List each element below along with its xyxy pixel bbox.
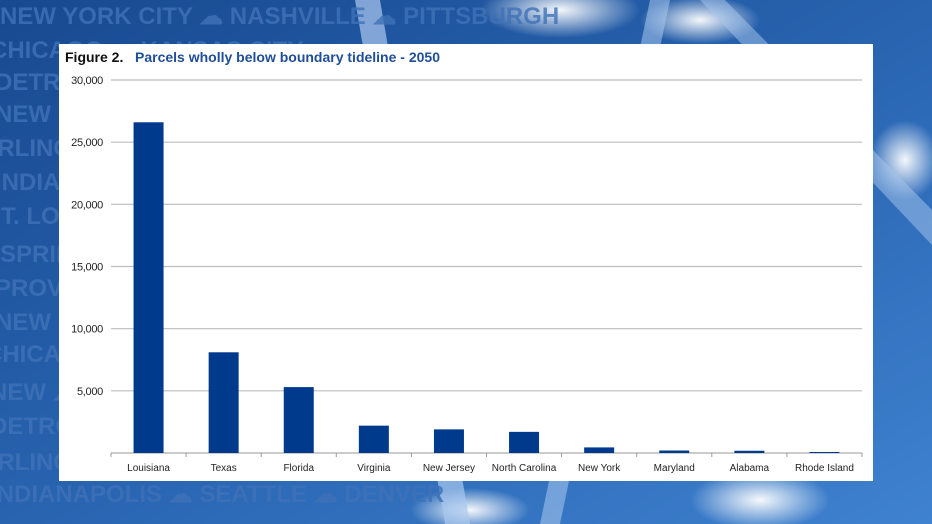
bar-new-jersey [433, 429, 464, 453]
background-word-row: NEW YORK CITY ☁ NASHVILLE ☁ PITTSBURGH [0, 3, 559, 30]
category-label: Texas [211, 463, 237, 474]
bar-north-carolina [509, 431, 540, 453]
bars [133, 122, 840, 454]
y-tick-label: 5,000 [77, 386, 103, 398]
category-label: Maryland [654, 463, 695, 474]
background-word-row: INDIANAPOLIS ☁ SEATTLE ☁ DENVER [0, 481, 444, 508]
bar-alabama [734, 450, 765, 453]
y-tick-label: 10,000 [71, 324, 103, 336]
chart-title: Parcels wholly below boundary tideline -… [135, 49, 440, 65]
gridlines [111, 79, 862, 392]
bar-maryland [659, 450, 690, 453]
bar-louisiana [133, 122, 164, 454]
category-label: Louisiana [127, 463, 170, 474]
bar-chart: Figure 2. Parcels wholly below boundary … [65, 49, 863, 474]
category-labels: Louisiana Texas Florida Virginia New Jersey N… [127, 463, 854, 474]
chart-panel: Figure 2. Parcels wholly below boundary … [59, 44, 873, 481]
category-label: Rhode Island [795, 463, 854, 474]
y-tick-label: 30,000 [71, 75, 103, 87]
category-label: Florida [283, 463, 314, 474]
y-tick-label: 20,000 [71, 199, 103, 211]
bar-virginia [358, 425, 389, 453]
category-label: Virginia [357, 463, 391, 474]
bar-new-york [584, 447, 615, 453]
y-axis-ticks: 5,000 10,000 15,000 20,000 25,000 30,000 [71, 75, 103, 398]
background-word-row: NEW [0, 101, 51, 128]
x-axis [110, 452, 863, 457]
background-word-row: NEW [0, 309, 51, 336]
y-tick-label: 15,000 [71, 262, 103, 274]
category-label: Alabama [730, 463, 770, 474]
category-label: New York [578, 463, 621, 474]
bar-texas [208, 352, 239, 453]
figure-label: Figure 2. [65, 49, 123, 65]
category-label: New Jersey [423, 463, 475, 474]
bar-florida [283, 387, 314, 453]
category-label: North Carolina [492, 463, 557, 474]
bar-rhode-island [809, 452, 840, 454]
y-tick-label: 25,000 [71, 137, 103, 149]
